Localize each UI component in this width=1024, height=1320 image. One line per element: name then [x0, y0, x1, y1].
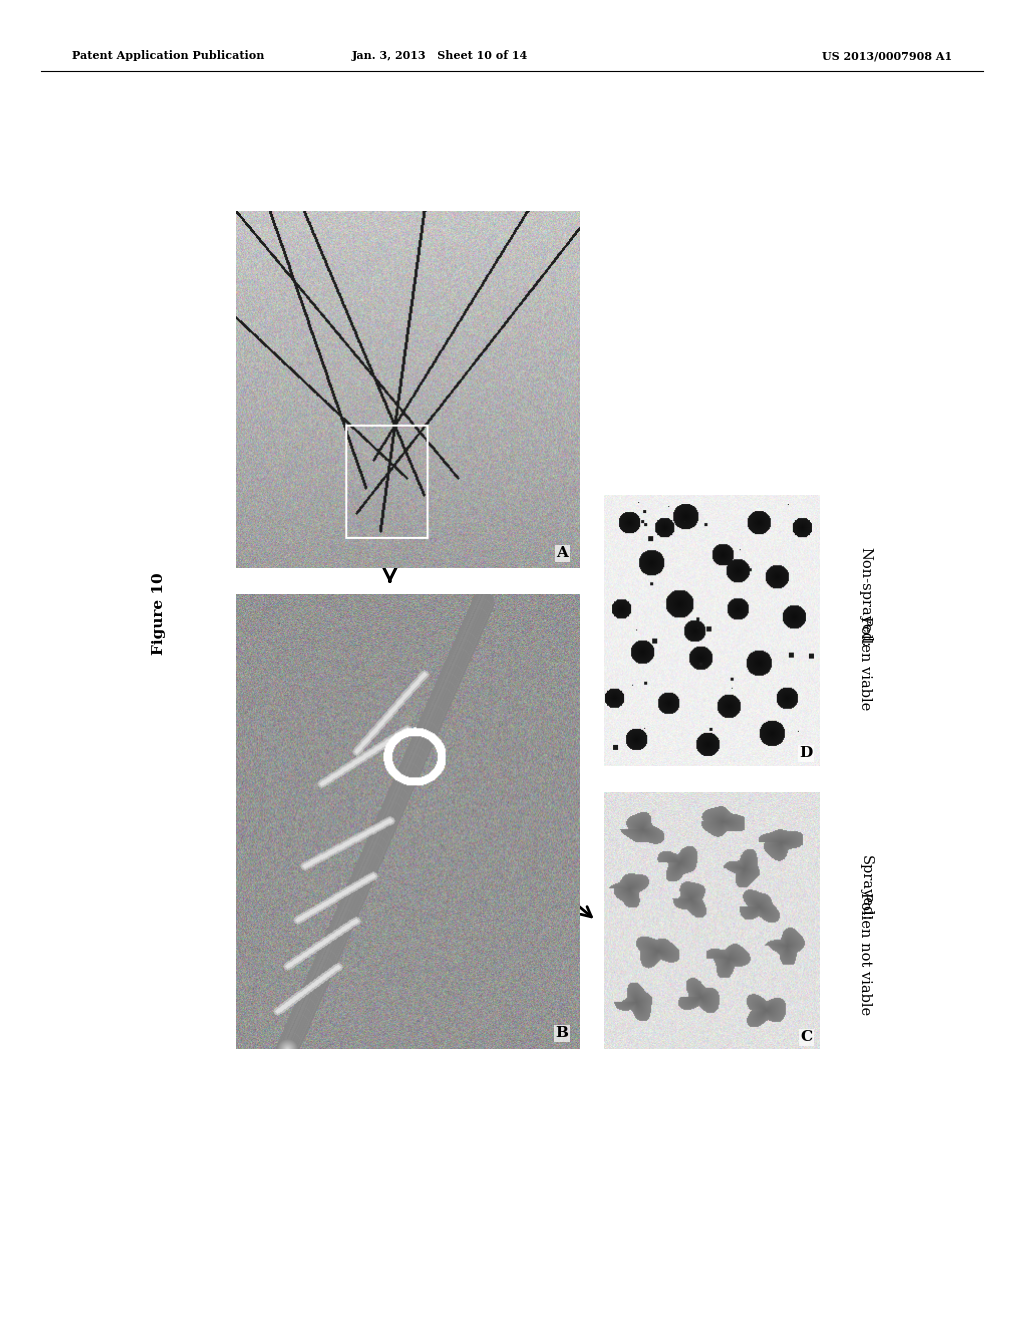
- Text: Non-sprayed:: Non-sprayed:: [858, 548, 872, 647]
- Text: B: B: [555, 1026, 568, 1040]
- Text: Figure 10: Figure 10: [152, 573, 166, 655]
- Text: Patent Application Publication: Patent Application Publication: [72, 50, 264, 61]
- Text: Jan. 3, 2013   Sheet 10 of 14: Jan. 3, 2013 Sheet 10 of 14: [352, 50, 528, 61]
- Text: C: C: [801, 1030, 813, 1044]
- Text: Pollen viable: Pollen viable: [858, 616, 872, 710]
- Text: D: D: [800, 746, 813, 760]
- Text: US 2013/0007908 A1: US 2013/0007908 A1: [822, 50, 952, 61]
- Text: A: A: [556, 546, 568, 561]
- Text: Pollen not viable: Pollen not viable: [858, 892, 872, 1015]
- Text: Sprayed:: Sprayed:: [858, 854, 872, 921]
